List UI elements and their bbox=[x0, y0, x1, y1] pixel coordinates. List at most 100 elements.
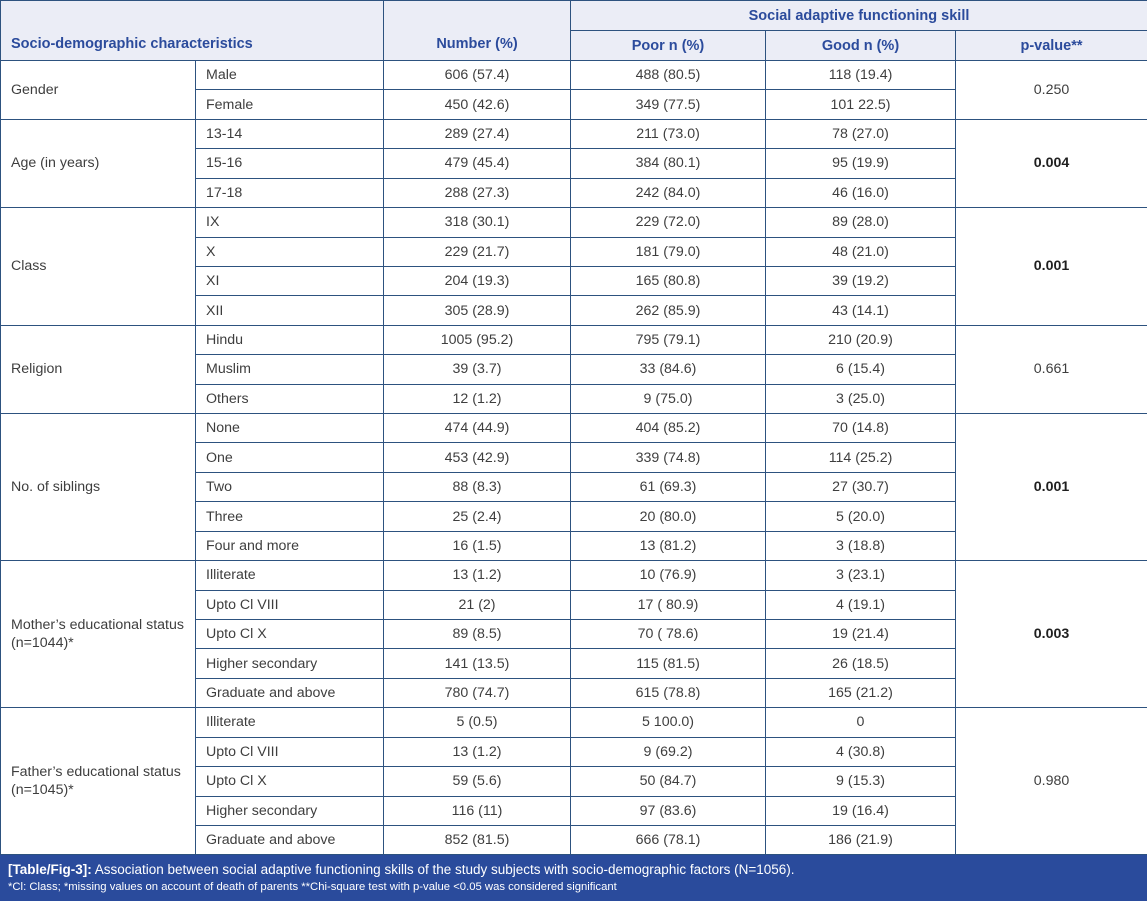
group-label: Gender bbox=[0, 60, 196, 120]
good-cell: 4 (30.8) bbox=[765, 736, 956, 768]
good-cell: 210 (20.9) bbox=[765, 324, 956, 356]
table-row: Three 25 (2.4) 20 (80.0) 5 (20.0) bbox=[1, 501, 1147, 532]
number-cell: 88 (8.3) bbox=[383, 471, 571, 503]
category-cell: Muslim bbox=[195, 354, 384, 385]
p-value-cell: 0.661 bbox=[955, 324, 1147, 415]
good-cell: 186 (21.9) bbox=[765, 824, 956, 856]
category-cell: Illiterate bbox=[195, 560, 384, 591]
category-cell: Three bbox=[195, 501, 384, 532]
group-label: Age (in years) bbox=[0, 118, 196, 209]
poor-cell: 615 (78.8) bbox=[570, 677, 766, 709]
poor-cell: 404 (85.2) bbox=[570, 413, 766, 444]
p-value-cell: 0.980 bbox=[955, 707, 1147, 856]
category-cell: 17-18 bbox=[195, 177, 384, 209]
category-cell: Upto Cl X bbox=[195, 766, 384, 797]
good-cell: 114 (25.2) bbox=[765, 442, 956, 473]
category-cell: Upto Cl VIII bbox=[195, 589, 384, 621]
category-cell: Graduate and above bbox=[195, 677, 384, 709]
number-cell: 450 (42.6) bbox=[383, 89, 571, 120]
good-cell: 26 (18.5) bbox=[765, 648, 956, 679]
category-cell: Hindu bbox=[195, 324, 384, 356]
poor-cell: 115 (81.5) bbox=[570, 648, 766, 679]
poor-cell: 262 (85.9) bbox=[570, 295, 766, 326]
table-row: No. of siblings None 474 (44.9) 404 (85.2) 7… bbox=[0, 413, 1147, 562]
good-cell: 46 (16.0) bbox=[765, 177, 956, 209]
category-cell: One bbox=[195, 442, 384, 473]
table-row: Female 450 (42.6) 349 (77.5) 101 22.5) bbox=[1, 89, 1147, 120]
number-cell: 89 (8.5) bbox=[383, 619, 571, 650]
poor-cell: 211 (73.0) bbox=[570, 118, 766, 150]
number-cell: 289 (27.4) bbox=[383, 118, 571, 150]
category-cell: Two bbox=[195, 471, 384, 503]
table-row: XII 305 (28.9) 262 (85.9) 43 (14.1) bbox=[1, 295, 1147, 326]
table-row: 15-16 479 (45.4) 384 (80.1) 95 (19.9) bbox=[1, 148, 1147, 179]
good-cell: 43 (14.1) bbox=[765, 295, 956, 326]
poor-cell: 349 (77.5) bbox=[570, 89, 766, 120]
category-cell: XII bbox=[195, 295, 384, 326]
poor-cell: 795 (79.1) bbox=[570, 324, 766, 356]
category-cell: Four and more bbox=[195, 530, 384, 562]
poor-cell: 666 (78.1) bbox=[570, 824, 766, 856]
poor-cell: 10 (76.9) bbox=[570, 560, 766, 591]
good-cell: 3 (23.1) bbox=[765, 560, 956, 591]
table-caption-label: [Table/Fig-3]: bbox=[8, 861, 92, 877]
header-p-value: p-value** bbox=[955, 30, 1147, 61]
number-cell: 13 (1.2) bbox=[383, 736, 571, 768]
good-cell: 4 (19.1) bbox=[765, 589, 956, 621]
header-poor: Poor n (%) bbox=[570, 30, 766, 61]
good-cell: 5 (20.0) bbox=[765, 501, 956, 532]
good-cell: 19 (16.4) bbox=[765, 795, 956, 826]
number-cell: 21 (2) bbox=[383, 589, 571, 621]
number-cell: 606 (57.4) bbox=[383, 59, 571, 91]
table-row: 17-18 288 (27.3) 242 (84.0) 46 (16.0) bbox=[1, 177, 1147, 209]
poor-cell: 384 (80.1) bbox=[570, 148, 766, 179]
number-cell: 1005 (95.2) bbox=[383, 324, 571, 356]
number-cell: 852 (81.5) bbox=[383, 824, 571, 856]
table-row: Higher secondary 116 (11) 97 (83.6) 19 (16.… bbox=[1, 795, 1147, 826]
good-cell: 39 (19.2) bbox=[765, 265, 956, 297]
table-row: Graduate and above 852 (81.5) 666 (78.1) 18… bbox=[1, 824, 1147, 856]
table-footnote: *Cl: Class; *missing values on account o… bbox=[8, 880, 617, 893]
category-cell: Higher secondary bbox=[195, 795, 384, 826]
category-cell: Male bbox=[195, 59, 384, 91]
good-cell: 78 (27.0) bbox=[765, 118, 956, 150]
good-cell: 27 (30.7) bbox=[765, 471, 956, 503]
poor-cell: 5 100.0) bbox=[570, 707, 766, 738]
table-row: Four and more 16 (1.5) 13 (81.2) 3 (18.8) bbox=[1, 530, 1147, 562]
good-cell: 101 22.5) bbox=[765, 89, 956, 120]
number-cell: 318 (30.1) bbox=[383, 207, 571, 238]
socio-demographic-table: Socio-demographic characteristics Number… bbox=[0, 0, 1147, 856]
category-cell: Upto Cl X bbox=[195, 619, 384, 650]
poor-cell: 20 (80.0) bbox=[570, 501, 766, 532]
poor-cell: 97 (83.6) bbox=[570, 795, 766, 826]
table-row: Graduate and above 780 (74.7) 615 (78.8) 16… bbox=[1, 677, 1147, 709]
poor-cell: 17 ( 80.9) bbox=[570, 589, 766, 621]
table-body: Gender Male 606 (57.4) 488 (80.5) 118 (19.4)… bbox=[0, 59, 1147, 856]
p-value-cell: 0.004 bbox=[955, 118, 1147, 209]
poor-cell: 9 (69.2) bbox=[570, 736, 766, 768]
table-row: Religion Hindu 1005 (95.2) 795 (79.1) 210 (2… bbox=[0, 324, 1147, 415]
good-cell: 6 (15.4) bbox=[765, 354, 956, 385]
header-number: Number (%) bbox=[383, 0, 571, 61]
poor-cell: 13 (81.2) bbox=[570, 530, 766, 562]
good-cell: 19 (21.4) bbox=[765, 619, 956, 650]
good-cell: 48 (21.0) bbox=[765, 236, 956, 267]
table-row: Class IX 318 (30.1) 229 (72.0) 89 (28.0) 0.00… bbox=[0, 207, 1147, 326]
header-socio-demographic: Socio-demographic characteristics bbox=[0, 0, 384, 61]
category-cell: IX bbox=[195, 207, 384, 238]
number-cell: 453 (42.9) bbox=[383, 442, 571, 473]
good-cell: 95 (19.9) bbox=[765, 148, 956, 179]
table-row: Higher secondary 141 (13.5) 115 (81.5) 26 (… bbox=[1, 648, 1147, 679]
category-cell: Illiterate bbox=[195, 707, 384, 738]
number-cell: 13 (1.2) bbox=[383, 560, 571, 591]
poor-cell: 229 (72.0) bbox=[570, 207, 766, 238]
good-cell: 118 (19.4) bbox=[765, 59, 956, 91]
poor-cell: 339 (74.8) bbox=[570, 442, 766, 473]
p-value-cell: 0.003 bbox=[955, 560, 1147, 709]
number-cell: 229 (21.7) bbox=[383, 236, 571, 267]
group-label: Father’s educational status (n=1045)* bbox=[0, 707, 196, 856]
group-label: Class bbox=[0, 207, 196, 326]
table-row: Father’s educational status (n=1045)* Ill… bbox=[0, 707, 1147, 856]
number-cell: 12 (1.2) bbox=[383, 383, 571, 415]
